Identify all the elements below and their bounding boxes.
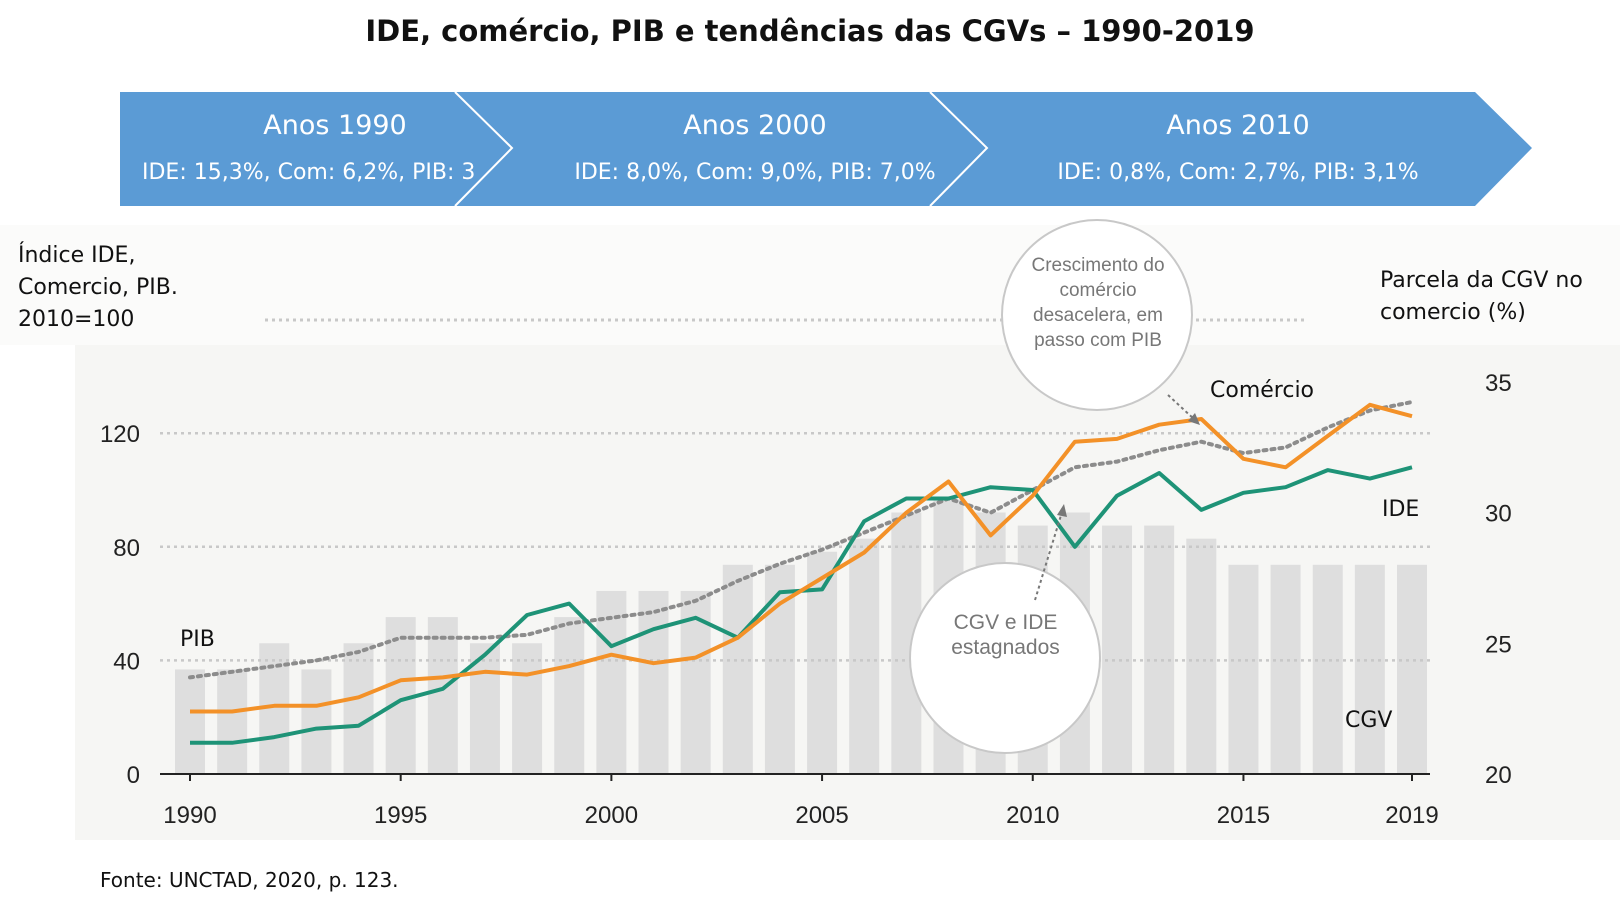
period-stats: IDE: 15,3%, Com: 6,2%, PIB: 3 [142,160,476,185]
y-right-tick-label: 35 [1485,370,1512,397]
cgv-bar [343,643,374,774]
x-tick-label: 2019 [1385,802,1438,829]
period-name: Anos 1990 [263,110,407,141]
source-note: Fonte: UNCTAD, 2020, p. 123. [100,868,399,892]
x-tick-label: 2010 [1006,802,1059,829]
y-left-tick-label: 80 [113,535,140,562]
cgv-bar [1397,564,1427,774]
annotation-pointer [1167,394,1196,421]
cgv-bar [554,617,585,774]
x-tick-label: 1995 [374,802,427,829]
series-lines [188,400,1414,745]
plot-background-upper [0,225,1620,345]
annotation-arrowhead [1188,413,1200,425]
cgv-bar [1270,564,1301,774]
series-line-comercio [190,402,1413,714]
right-axis-label: Parcela da CGV no comercio (%) [1380,268,1583,325]
x-tick-label: 2015 [1217,802,1270,829]
cgv-bar [175,669,205,774]
cgv-bar [1312,564,1343,774]
cgv-bar [1102,525,1133,774]
cgv-bar [722,564,753,774]
period-stats: IDE: 8,0%, Com: 9,0%, PIB: 7,0% [574,160,936,185]
cgv-bar [301,669,332,774]
annotation-arrowhead [1057,504,1067,517]
cgv-bar [512,643,543,774]
chart-title: IDE, comércio, PIB e tendências das CGVs… [365,14,1255,48]
cgv-bar [1186,538,1217,774]
cgv-bar [849,538,880,774]
y-left-tick-label: 0 [127,762,140,789]
period-name: Anos 2010 [1166,110,1310,141]
period-stats: IDE: 0,8%, Com: 2,7%, PIB: 3,1% [1057,160,1419,185]
x-tick-label: 2005 [795,802,848,829]
annotation-circle [909,562,1101,754]
period-name: Anos 2000 [683,110,827,141]
series-label-cgv: CGV [1345,708,1393,733]
axis-ticks: 1990 1995 2000 2005 2010 2015 2019 0 40 80 120 20 25… [100,370,1512,829]
cgv-bar [1228,564,1259,774]
series-label-ide: IDE [1382,497,1420,522]
stagnation-note: CGV e IDE estagnados [951,611,1060,659]
cgv-bar [217,669,248,774]
cgv-bar [427,617,458,774]
y-right-tick-label: 25 [1485,631,1512,658]
trade-slowdown-note: Crescimento do comércio desacelera, em p… [1031,255,1165,351]
annotation-circle [1001,219,1193,411]
series-line-pib [188,400,1414,680]
y-right-tick-label: 20 [1485,762,1512,789]
cgv-bar [1354,564,1385,774]
annotation-circles [909,219,1200,754]
y-right-tick-label: 30 [1485,501,1512,528]
cgv-bar [1144,525,1175,774]
cgv-bar [596,590,627,774]
left-axis-label: Índice IDE, Comercio, PIB. 2010=100 [18,243,178,332]
y-left-tick-label: 40 [113,648,140,675]
series-label-pib: PIB [180,627,215,652]
x-tick-label: 2000 [585,802,638,829]
x-tick-label: 1990 [163,802,216,829]
series-label-comercio: Comércio [1210,378,1315,403]
cgv-bar [638,590,669,774]
y-left-tick-label: 120 [100,421,140,448]
